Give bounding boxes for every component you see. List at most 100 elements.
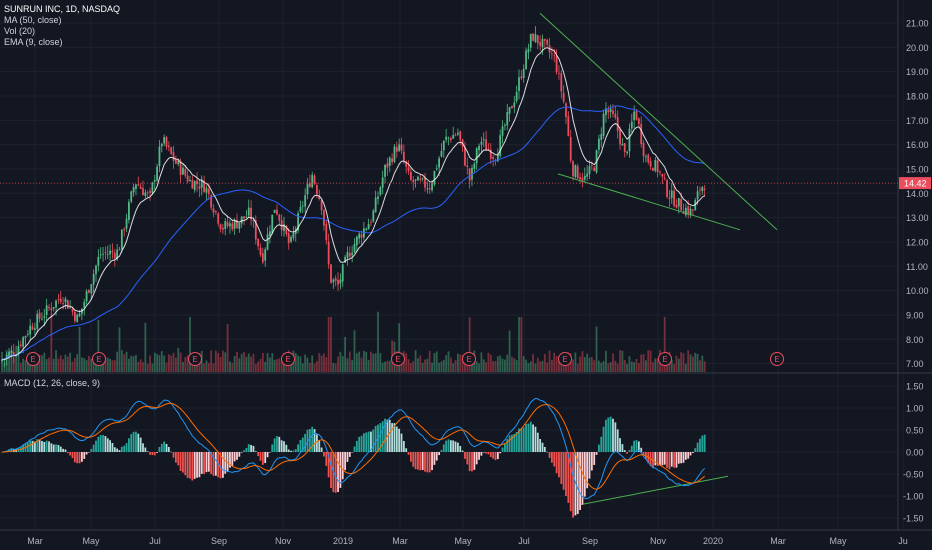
- macd-histogram-bar: [579, 452, 581, 510]
- price-axis-label[interactable]: 17.00: [906, 116, 929, 126]
- macd-histogram-bar: [673, 452, 675, 468]
- volume-bar: [682, 353, 685, 372]
- candle-body: [285, 226, 288, 235]
- candle-body: [311, 174, 314, 188]
- price-axis-label[interactable]: 14.00: [906, 189, 929, 199]
- time-axis-label[interactable]: 2020: [703, 536, 723, 546]
- price-axis-label[interactable]: 18.00: [906, 91, 929, 101]
- price-axis-label[interactable]: 12.00: [906, 237, 929, 247]
- volume-bar: [76, 354, 79, 372]
- price-axis-label[interactable]: 13.00: [906, 213, 929, 223]
- earnings-marker[interactable]: E: [391, 352, 405, 366]
- candle-body: [621, 144, 624, 146]
- candle-body: [26, 333, 29, 335]
- candle-body: [518, 77, 520, 92]
- price-axis-label[interactable]: 15.00: [906, 164, 929, 174]
- price-axis-label[interactable]: 8.00: [906, 335, 924, 345]
- ma-indicator-label[interactable]: MA (50, close): [4, 15, 62, 25]
- price-axis-label[interactable]: 7.00: [906, 359, 924, 369]
- time-axis-label[interactable]: Jul: [518, 536, 530, 546]
- macd-axis-label[interactable]: 1.00: [906, 404, 924, 414]
- time-axis-label[interactable]: 2019: [333, 536, 353, 546]
- candle-body: [431, 183, 433, 191]
- volume-bar: [294, 352, 297, 372]
- macd-histogram-bar: [76, 452, 79, 464]
- macd-histogram-bar: [88, 452, 90, 453]
- candle-body: [273, 209, 276, 213]
- time-axis-label[interactable]: Ju: [898, 536, 908, 546]
- price-axis-label[interactable]: 9.00: [906, 310, 924, 320]
- candle-body: [405, 161, 408, 167]
- macd-histogram-bar: [699, 438, 701, 452]
- time-axis-label[interactable]: Mar: [770, 536, 786, 546]
- symbol-title[interactable]: SUNRUN INC, 1D, NASDAQ: [4, 4, 121, 14]
- macd-histogram-bar: [158, 447, 161, 452]
- candle-body: [351, 252, 354, 256]
- volume-bar: [165, 362, 168, 372]
- macd-axis-label[interactable]: 1.50: [906, 382, 924, 392]
- last-price-label: 14.42: [904, 179, 927, 189]
- price-axis-label[interactable]: 10.00: [906, 286, 929, 296]
- macd-axis-label[interactable]: 0.50: [906, 426, 924, 436]
- volume-bar: [680, 352, 683, 372]
- macd-axis-label[interactable]: 0.00: [906, 448, 924, 458]
- candle-body: [123, 228, 126, 231]
- macd-histogram-bar: [482, 452, 485, 453]
- macd-axis-label[interactable]: -1.00: [903, 492, 924, 502]
- price-axis-label[interactable]: 11.00: [906, 262, 928, 272]
- earnings-circle: [558, 352, 572, 366]
- macd-histogram-bar: [327, 452, 330, 478]
- macd-histogram-bar: [348, 452, 351, 457]
- candle-body: [200, 180, 203, 188]
- time-axis-label[interactable]: Sep: [211, 536, 227, 546]
- volume-bar: [687, 350, 690, 372]
- time-axis-label[interactable]: May: [454, 536, 472, 546]
- macd-histogram-bar: [316, 434, 318, 452]
- volume-indicator-label[interactable]: Vol (20): [4, 26, 36, 36]
- volume-bar: [158, 355, 161, 372]
- candle-body: [163, 137, 166, 144]
- candle-body: [527, 48, 530, 53]
- ema-indicator-label[interactable]: EMA (9, close): [4, 37, 63, 47]
- macd-histogram-bar: [400, 433, 403, 452]
- macd-axis-label[interactable]: -0.50: [903, 470, 924, 480]
- time-axis-label[interactable]: Nov: [275, 536, 292, 546]
- macd-histogram-bar: [252, 445, 255, 452]
- earnings-marker[interactable]: E: [462, 352, 476, 366]
- earnings-marker[interactable]: E: [658, 352, 672, 366]
- price-axis-label[interactable]: 16.00: [906, 140, 929, 150]
- price-axis-label[interactable]: 21.00: [906, 19, 929, 29]
- time-axis-label[interactable]: May: [829, 536, 847, 546]
- volume-bar: [26, 360, 29, 372]
- macd-axis-label[interactable]: -1.50: [903, 514, 924, 524]
- earnings-marker[interactable]: E: [770, 352, 784, 366]
- volume-bar: [412, 361, 415, 372]
- earnings-marker[interactable]: E: [26, 352, 40, 366]
- time-axis-label[interactable]: Nov: [650, 536, 667, 546]
- time-axis-label[interactable]: May: [82, 536, 100, 546]
- time-axis-label[interactable]: Mar: [27, 536, 43, 546]
- candle-body: [146, 192, 149, 194]
- candle-body: [106, 253, 109, 255]
- time-axis-label[interactable]: Jul: [149, 536, 161, 546]
- price-axis-label[interactable]: 20.00: [906, 43, 929, 53]
- macd-histogram-bar: [473, 452, 476, 470]
- candle-body: [377, 196, 379, 200]
- candle-body: [581, 177, 584, 181]
- earnings-marker[interactable]: E: [558, 352, 572, 366]
- candle-body: [203, 180, 205, 193]
- volume-bar: [266, 352, 269, 372]
- earnings-marker[interactable]: E: [281, 352, 295, 366]
- time-axis-label[interactable]: Sep: [582, 536, 598, 546]
- volume-bar: [151, 363, 154, 372]
- macd-histogram-bar: [36, 439, 39, 452]
- time-axis-label[interactable]: Mar: [392, 536, 408, 546]
- candle-body: [266, 234, 269, 250]
- earnings-marker[interactable]: E: [188, 352, 202, 366]
- macd-histogram-bar: [689, 452, 692, 456]
- price-axis-label[interactable]: 19.00: [906, 67, 929, 77]
- macd-histogram-bar: [621, 444, 624, 452]
- earnings-marker[interactable]: E: [92, 352, 106, 366]
- macd-indicator-label[interactable]: MACD (12, 26, close, 9): [4, 378, 101, 388]
